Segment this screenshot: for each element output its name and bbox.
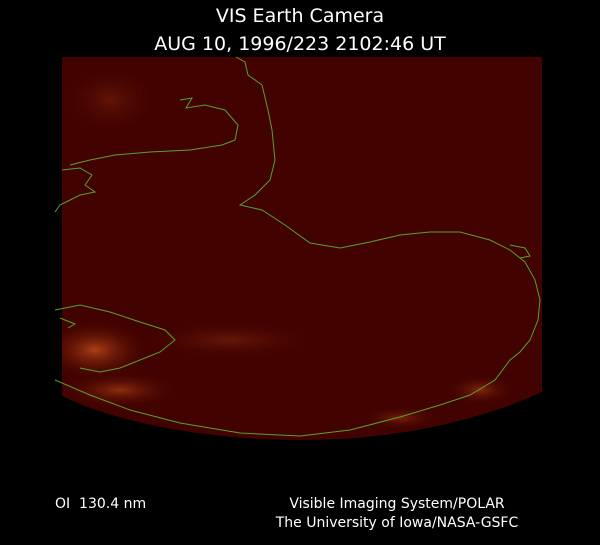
aurora-glow xyxy=(360,406,440,430)
coastline xyxy=(54,56,541,437)
coastline xyxy=(54,167,97,213)
institution-label: The University of Iowa/NASA-GSFC xyxy=(275,515,519,531)
aurora-glow xyxy=(62,372,180,408)
aurora-glow xyxy=(62,320,150,380)
instrument-label: Visible Imaging System/POLAR xyxy=(289,496,505,512)
coastline xyxy=(69,97,239,166)
filter-label: OI 130.4 nm xyxy=(55,496,146,512)
earth-image xyxy=(62,57,542,440)
coastline xyxy=(59,317,77,329)
title: VIS Earth Camera xyxy=(216,5,384,27)
aurora-glow xyxy=(62,65,160,135)
coastline xyxy=(509,244,531,259)
aurora-glow xyxy=(140,320,320,360)
coastlines xyxy=(54,56,541,437)
coastline xyxy=(54,304,176,373)
aurora-glow xyxy=(445,375,515,405)
timestamp: AUG 10, 1996/223 2102:46 UT xyxy=(154,33,446,55)
